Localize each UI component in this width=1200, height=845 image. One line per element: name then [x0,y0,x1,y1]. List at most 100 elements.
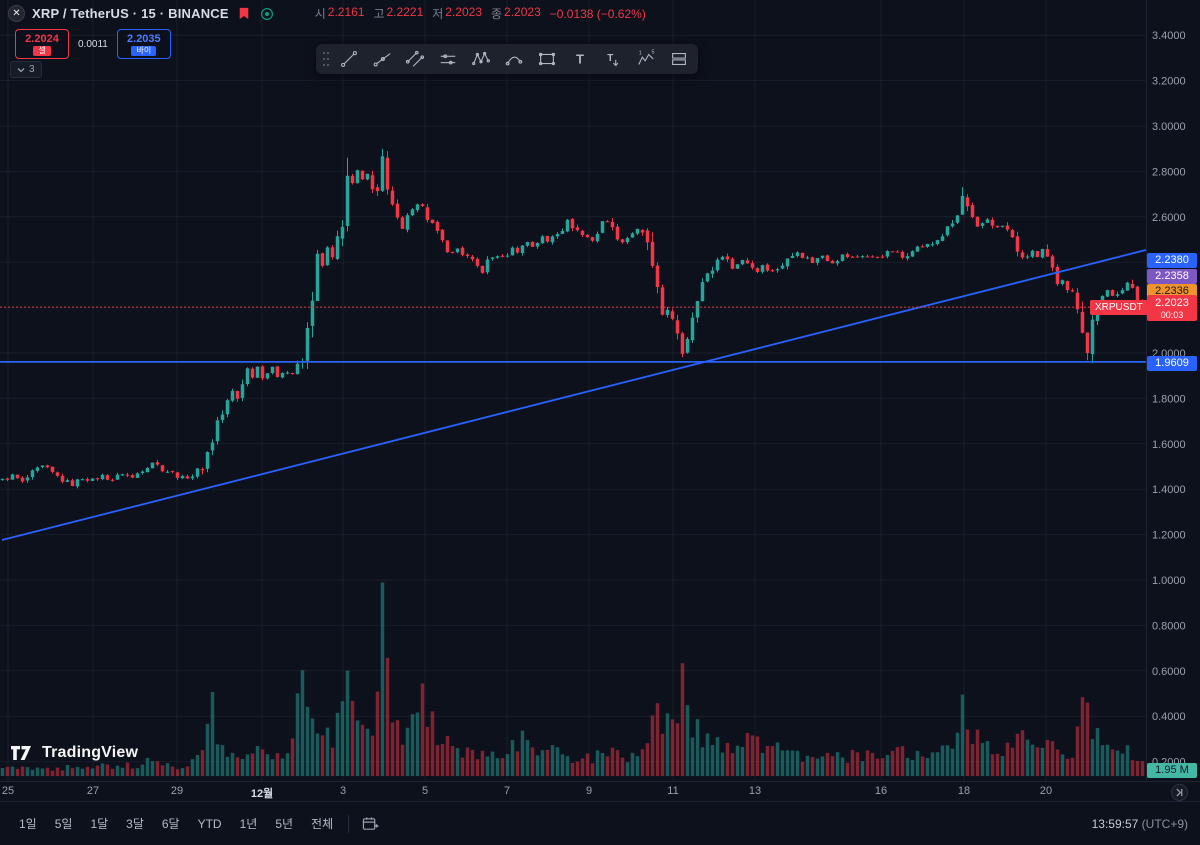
high-value: 2.2221 [386,5,424,19]
toolbar-drag-handle[interactable] [319,48,332,70]
rectangle-icon[interactable] [530,45,563,73]
curve-icon[interactable] [497,45,530,73]
time-axis-label: 27 [86,785,100,797]
purple-line-price-label[interactable]: 2.2358 [1147,268,1197,284]
svg-text:1.4000: 1.4000 [1152,484,1186,496]
orange-line-price-label[interactable]: 2.2336 [1147,283,1197,299]
close-label: 종 [491,7,503,21]
svg-text:T: T [576,52,584,67]
scroll-to-realtime-button[interactable] [1171,784,1188,801]
time-axis-label: 16 [874,785,888,797]
symbol-flag-icon[interactable] [238,7,250,20]
range-button[interactable]: 3달 [126,817,144,831]
time-axis-label: 11 [667,785,679,797]
range-button[interactable]: 6달 [161,817,180,831]
horizontal-line-icon[interactable] [431,45,464,73]
divider [348,814,350,833]
xabcd-pattern-icon[interactable] [464,45,497,73]
time-axis-label: 20 [1039,785,1053,797]
sell-price: 2.2024 [25,32,59,45]
high-label: 고 [373,7,385,21]
time-axis-label: 18 [957,785,971,797]
time-axis-label: 29 [170,785,184,797]
svg-text:3.0000: 3.0000 [1152,121,1186,133]
market-status-icon[interactable] [260,7,274,21]
svg-text:2.6000: 2.6000 [1152,212,1186,224]
bottom-toolbar: 1일 5일 1달 3달 6달 YTD 1년 5년 전체 13:59:57 (UTC+9) [0,801,1200,845]
collapsed-count: 3 [29,64,35,75]
time-axis[interactable]: 25 27 29 12월 3 5 7 9 11 13 16 18 20 [0,781,1200,801]
sell-button[interactable]: 2.2024 셀 [15,29,69,59]
close-value: 2.2023 [504,5,541,19]
range-buttons: 1일 5일 1달 3달 6달 YTD 1년 5년 전체 [12,811,340,836]
svg-text:0.8000: 0.8000 [1152,620,1186,632]
text-icon[interactable]: T [563,45,596,73]
svg-text:T: T [607,53,613,64]
open-value: 2.2161 [327,5,365,19]
chart-canvas[interactable]: 0.20000.40000.60000.80001.00001.20001.40… [0,0,1200,781]
trend-line-icon[interactable] [332,45,365,73]
low-label: 저 [432,7,444,21]
tradingview-logo-icon [11,745,31,760]
sell-badge: 셀 [33,45,51,56]
svg-text:1.2000: 1.2000 [1152,530,1186,542]
time-axis-label: 25 [1,785,15,797]
buy-badge: 바이 [131,45,157,56]
svg-text:0.4000: 0.4000 [1152,711,1186,723]
parallel-channel-icon[interactable] [398,45,431,73]
range-button[interactable]: 1년 [239,817,258,831]
range-button[interactable]: 5일 [54,817,73,831]
chevron-down-icon [17,67,25,72]
time-axis-label: 9 [585,785,593,797]
current-price-label: 2.2023 00:03 [1147,295,1197,321]
range-button[interactable]: 전체 [311,817,334,831]
clock-timezone: (UTC+9) [1141,816,1188,831]
spread-value: 0.0011 [78,38,108,50]
clock-time: 13:59:57 [1091,816,1139,831]
svg-text:1.0000: 1.0000 [1152,575,1186,587]
range-button[interactable]: 1달 [90,817,109,831]
svg-text:1.6000: 1.6000 [1152,439,1186,451]
buy-price: 2.2035 [127,32,161,45]
range-button[interactable]: YTD [197,816,222,831]
svg-text:3.2000: 3.2000 [1152,76,1186,88]
symbol-price-tag: XRPUSDT [1090,300,1148,315]
svg-text:2.8000: 2.8000 [1152,166,1186,178]
watermark-label: TradingView [42,744,139,761]
trendline-price-label[interactable]: 2.2380 [1147,252,1197,268]
ohlc-readout: 시 2.2161 고 2.2221 저 2.2023 종 2.2023 −0.0138 … [315,5,646,22]
time-axis-label: 7 [503,785,511,797]
svg-text:1: 1 [638,50,641,56]
legend: ✕ XRP / TetherUS · 15 · BINANCE 시 2.2161 … [8,5,646,22]
price-axis[interactable] [1146,0,1200,781]
change-value: −0.0138 (−0.62%) [549,6,646,21]
open-label: 시 [314,7,326,21]
svg-text:5: 5 [651,50,654,56]
horizontal-line-price-label[interactable]: 1.9609 [1147,355,1197,371]
time-axis-label: 12월 [250,788,274,800]
volume-label: 1.95 M [1147,762,1197,778]
trade-widget: 2.2024 셀 0.0011 2.2035 바이 [15,29,171,59]
time-axis-label: 3 [339,785,347,797]
svg-text:0.6000: 0.6000 [1152,666,1186,678]
anchored-text-icon[interactable]: T [596,45,629,73]
range-button[interactable]: 5년 [275,817,294,831]
buy-button[interactable]: 2.2035 바이 [116,29,171,59]
position-tool-icon[interactable] [662,45,695,73]
symbol-logo-icon: ✕ [8,5,25,22]
tradingview-watermark: TradingView [10,744,138,762]
time-axis-label: 5 [421,785,429,797]
svg-text:1.8000: 1.8000 [1152,393,1186,405]
low-value: 2.2023 [445,5,482,19]
clock[interactable]: 13:59:57 (UTC+9) [1092,817,1188,831]
range-button[interactable]: 1일 [19,817,37,831]
time-axis-label: 13 [748,785,762,797]
go-to-date-button[interactable] [357,813,383,835]
symbol-title[interactable]: XRP / TetherUS · 15 · BINANCE [32,6,229,21]
collapsed-drawings-chip[interactable]: 3 [10,61,42,78]
ray-icon[interactable] [365,45,398,73]
svg-text:3.4000: 3.4000 [1152,30,1186,42]
